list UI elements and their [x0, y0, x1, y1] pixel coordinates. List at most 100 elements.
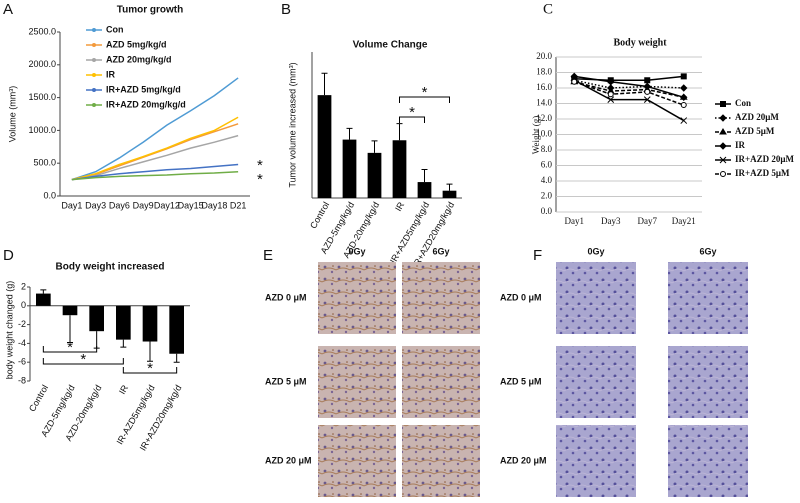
y-tick-label: 10.0: [536, 129, 552, 139]
bar: [317, 95, 332, 198]
column-header: 0Gy: [348, 246, 365, 256]
error-bar: [421, 168, 428, 183]
bar: [89, 305, 104, 332]
y-tick-label: 6.0: [541, 160, 553, 170]
legend-marker: [92, 88, 96, 92]
legend-label: AZD 20μM: [735, 112, 779, 122]
legend-label: AZD 5mg/kg/d: [106, 39, 167, 49]
marker: [643, 96, 651, 103]
y-tick-label: 20.0: [536, 51, 552, 61]
y-tick-label: 0.0: [541, 206, 553, 216]
error-bar: [93, 331, 100, 349]
error-bar: [120, 339, 127, 348]
marker: [607, 78, 615, 86]
marker: [680, 93, 688, 102]
bar: [116, 305, 131, 340]
legend-label: AZD 20mg/kg/d: [106, 54, 172, 64]
panel-letter: C: [543, 1, 553, 17]
marker: [644, 88, 651, 95]
significance-star: *: [67, 339, 73, 356]
legend-marker: [92, 58, 96, 62]
significance-bracket: [399, 96, 450, 103]
y-tick-label: -8: [18, 375, 26, 385]
marker: [607, 96, 615, 103]
micrograph: [668, 425, 748, 497]
error-bar: [40, 289, 47, 294]
x-tick-label: D21: [230, 200, 247, 210]
series-line: [71, 163, 239, 181]
panel-letter: A: [3, 1, 13, 18]
row-label: AZD 5 μM: [500, 376, 542, 386]
x-tick-label: IR: [393, 200, 406, 213]
legend-marker: [92, 73, 96, 77]
chart-panel: B Volume Change Tumor volume increased (mm…: [281, 1, 462, 270]
y-axis-label: Tumor volume increased (mm³): [287, 62, 297, 187]
series-line: [574, 81, 684, 99]
legend-label: AZD 5μM: [735, 126, 775, 136]
legend-label: IR+AZD 20μM: [735, 154, 794, 164]
significance-star: *: [147, 360, 153, 377]
chart-title: Body weight: [613, 37, 667, 48]
x-tick-label: Day7: [638, 216, 658, 226]
micrograph: [556, 425, 636, 497]
series-line: [573, 79, 685, 122]
significance-bracket: [42, 346, 98, 353]
chart-panel: A Tumor growth Volume (mm³) 0.0 500.0 1000.0 1…: [3, 1, 263, 210]
x-tick-label: Control: [308, 200, 331, 230]
chart-title: Body weight increased: [56, 262, 165, 273]
error-bar: [446, 183, 453, 191]
error-bar: [321, 72, 328, 96]
column-header: 0Gy: [587, 246, 604, 256]
y-tick-label: 1000.0: [28, 125, 56, 135]
legend-marker: [92, 28, 96, 32]
marker: [680, 102, 687, 109]
y-tick-label: 8.0: [541, 144, 553, 154]
row-label: AZD 0 μM: [265, 292, 307, 302]
panel-letter: F: [533, 247, 542, 264]
y-tick-label: -2: [18, 319, 26, 329]
y-tick-label: 12.0: [536, 113, 552, 123]
marker: [680, 73, 687, 80]
chart-panel: C Body weight Weight (g) 0.0 2.0 4.0 6.0 8.0 10.…: [531, 1, 794, 226]
panel-letter: B: [281, 1, 291, 18]
bar: [36, 293, 51, 306]
marker: [644, 77, 651, 84]
y-tick-label: 18.0: [536, 67, 552, 77]
bar: [367, 152, 382, 198]
significance-bracket: [399, 116, 425, 123]
significance-star: *: [257, 171, 263, 188]
micrograph: [402, 262, 480, 334]
bar: [417, 182, 432, 198]
y-tick-label: 0: [21, 300, 26, 310]
x-tick-label: IR: [117, 383, 130, 396]
bar: [169, 305, 184, 354]
legend-label: Con: [106, 24, 124, 34]
y-axis-label: Volume (mm³): [7, 86, 17, 143]
series-line: [574, 81, 685, 106]
panel-letter: E: [263, 247, 273, 264]
x-tick-label: Day1: [61, 200, 82, 210]
chart-panel: D Body weight increased body weight change…: [3, 247, 190, 453]
legend-label: IR+AZD 5mg/kg/d: [106, 84, 181, 94]
marker: [680, 117, 688, 124]
micrograph: [668, 262, 748, 334]
y-tick-label: 2.0: [541, 191, 553, 201]
legend-label: Con: [735, 98, 751, 108]
legend-marker: [719, 114, 727, 122]
image-panel: E 0Gy 6Gy AZD 0 μM AZD 5 μM AZD 20 μM: [263, 246, 480, 497]
y-tick-label: 16.0: [536, 82, 552, 92]
legend-marker: [720, 101, 726, 107]
marker: [680, 84, 688, 92]
bar: [62, 305, 78, 316]
x-tick-label: Day12: [154, 200, 180, 210]
significance-bracket: [42, 358, 124, 365]
micrograph: [556, 262, 636, 334]
y-tick-label: -6: [18, 357, 26, 367]
error-bar: [396, 123, 403, 141]
bar: [442, 190, 457, 198]
chart-title: Volume Change: [353, 40, 428, 51]
row-label: AZD 0 μM: [500, 292, 542, 302]
significance-bracket: [122, 367, 178, 374]
x-tick-label: Control: [27, 383, 50, 413]
micrograph: [402, 425, 480, 497]
